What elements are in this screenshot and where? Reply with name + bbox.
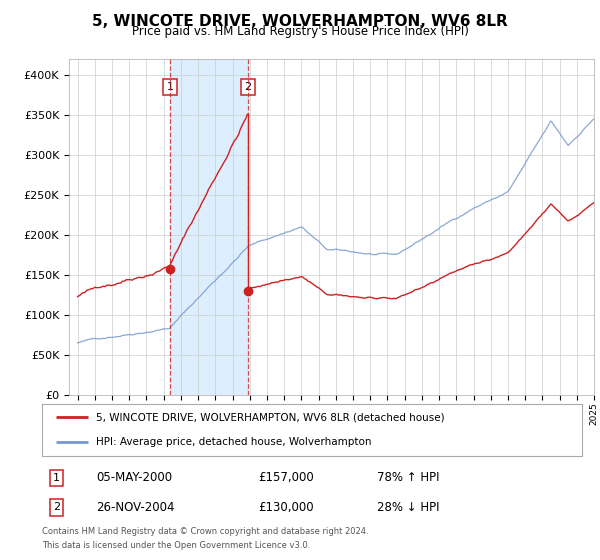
Text: Price paid vs. HM Land Registry's House Price Index (HPI): Price paid vs. HM Land Registry's House … bbox=[131, 25, 469, 38]
Text: 78% ↑ HPI: 78% ↑ HPI bbox=[377, 471, 439, 484]
Text: 1: 1 bbox=[53, 473, 60, 483]
Text: 1: 1 bbox=[167, 82, 173, 92]
Text: 2: 2 bbox=[53, 502, 60, 512]
Text: 5, WINCOTE DRIVE, WOLVERHAMPTON, WV6 8LR (detached house): 5, WINCOTE DRIVE, WOLVERHAMPTON, WV6 8LR… bbox=[96, 412, 445, 422]
Text: Contains HM Land Registry data © Crown copyright and database right 2024.: Contains HM Land Registry data © Crown c… bbox=[42, 527, 368, 536]
Text: £130,000: £130,000 bbox=[258, 501, 314, 514]
Text: 05-MAY-2000: 05-MAY-2000 bbox=[96, 471, 172, 484]
Text: HPI: Average price, detached house, Wolverhampton: HPI: Average price, detached house, Wolv… bbox=[96, 437, 371, 447]
Text: £157,000: £157,000 bbox=[258, 471, 314, 484]
Text: This data is licensed under the Open Government Licence v3.0.: This data is licensed under the Open Gov… bbox=[42, 541, 310, 550]
Bar bbox=[170, 59, 248, 395]
Text: 28% ↓ HPI: 28% ↓ HPI bbox=[377, 501, 439, 514]
Text: 2: 2 bbox=[244, 82, 251, 92]
Text: 26-NOV-2004: 26-NOV-2004 bbox=[96, 501, 175, 514]
FancyBboxPatch shape bbox=[42, 404, 582, 456]
Text: 5, WINCOTE DRIVE, WOLVERHAMPTON, WV6 8LR: 5, WINCOTE DRIVE, WOLVERHAMPTON, WV6 8LR bbox=[92, 14, 508, 29]
